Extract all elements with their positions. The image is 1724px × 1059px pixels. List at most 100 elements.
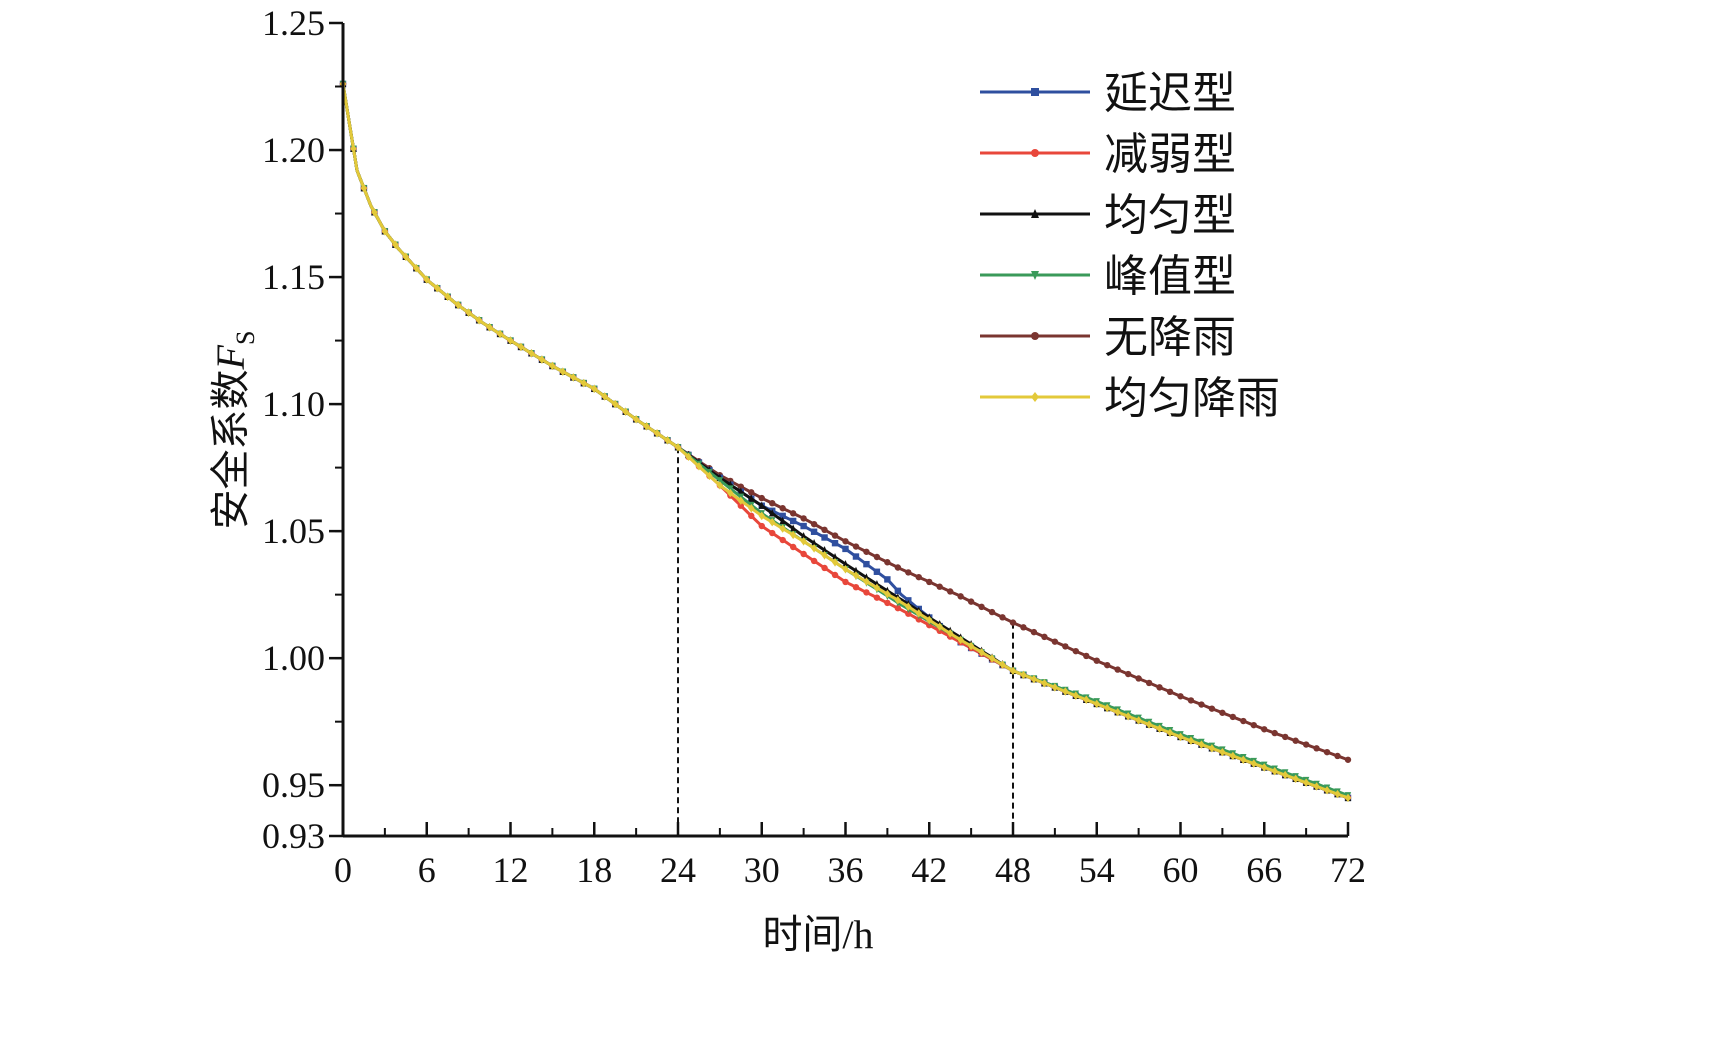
data-point xyxy=(863,573,870,581)
data-point xyxy=(1072,691,1080,700)
legend-item: 无降雨 xyxy=(980,313,1236,362)
data-point xyxy=(434,283,441,293)
data-point xyxy=(800,550,807,558)
data-point xyxy=(622,407,629,416)
data-point xyxy=(1240,755,1247,764)
data-point xyxy=(789,510,797,517)
legend-label: 峰值型 xyxy=(1104,252,1236,301)
data-point xyxy=(402,252,410,261)
data-point xyxy=(779,516,786,525)
data-point xyxy=(371,208,378,217)
data-point xyxy=(769,529,776,537)
data-point xyxy=(1083,695,1090,704)
x-tick-label: 48 xyxy=(995,850,1031,890)
data-point xyxy=(884,559,891,566)
data-point xyxy=(842,565,849,574)
data-point xyxy=(852,553,860,560)
data-point xyxy=(831,552,839,561)
data-point xyxy=(1072,647,1080,655)
data-point xyxy=(873,583,881,593)
data-point xyxy=(507,336,514,345)
x-tick-label: 36 xyxy=(828,850,864,890)
data-point xyxy=(852,583,860,591)
data-point xyxy=(1334,789,1341,799)
data-point xyxy=(779,512,786,520)
data-point xyxy=(894,564,902,571)
data-point xyxy=(1323,786,1331,795)
x-tick-label: 0 xyxy=(334,850,352,890)
data-point xyxy=(1114,666,1121,673)
x-tick-label: 54 xyxy=(1079,850,1115,890)
data-point xyxy=(842,559,849,568)
data-point xyxy=(737,483,745,490)
data-point xyxy=(1240,717,1247,725)
series-均匀降雨 xyxy=(339,79,1352,803)
data-point xyxy=(559,367,567,376)
data-point xyxy=(789,524,797,532)
data-point xyxy=(769,509,776,517)
data-point xyxy=(957,635,964,645)
data-point xyxy=(413,263,420,273)
data-point xyxy=(769,518,776,527)
data-point xyxy=(842,545,849,553)
data-point xyxy=(1051,638,1059,645)
data-point xyxy=(748,512,755,520)
x-tick-label: 18 xyxy=(576,850,612,890)
y-tick-label: 1.25 xyxy=(262,3,325,43)
data-point xyxy=(1250,759,1257,768)
data-point xyxy=(1145,720,1153,729)
data-point xyxy=(779,524,786,533)
data-point xyxy=(1166,688,1174,696)
data-point xyxy=(643,422,650,431)
data-point xyxy=(1187,736,1195,745)
data-point xyxy=(674,443,682,452)
data-point xyxy=(800,537,807,546)
data-point xyxy=(664,436,671,445)
data-point xyxy=(632,415,640,424)
y-tick-label: 1.20 xyxy=(262,130,325,170)
series-峰值型 xyxy=(339,80,1352,800)
data-point xyxy=(936,622,943,631)
data-point xyxy=(1219,747,1226,757)
legend-marker xyxy=(1031,149,1039,157)
data-point xyxy=(789,517,797,525)
data-point xyxy=(1313,745,1320,752)
y-tick-label: 0.95 xyxy=(262,765,325,805)
data-point xyxy=(894,595,902,605)
data-point xyxy=(863,548,870,555)
data-point xyxy=(737,487,745,495)
data-point xyxy=(946,588,954,595)
data-point xyxy=(800,532,807,540)
x-tick-label: 12 xyxy=(493,850,529,890)
data-point xyxy=(1145,679,1153,687)
data-point xyxy=(884,599,891,607)
data-point xyxy=(810,528,818,535)
data-point xyxy=(821,564,828,572)
data-point xyxy=(748,489,755,496)
data-point xyxy=(863,589,870,596)
data-point xyxy=(1051,683,1059,692)
data-point xyxy=(884,576,891,583)
data-point xyxy=(810,557,818,565)
legend-item: 延迟型 xyxy=(980,69,1236,118)
data-point xyxy=(1344,793,1352,803)
data-point xyxy=(1198,740,1205,749)
data-point xyxy=(737,496,745,505)
data-point xyxy=(769,499,776,507)
data-point xyxy=(758,522,765,530)
data-point xyxy=(789,530,797,540)
legend-item: 减弱型 xyxy=(980,130,1236,179)
data-point xyxy=(685,452,692,462)
data-point xyxy=(779,505,786,512)
data-point xyxy=(1292,737,1299,744)
series-均匀型 xyxy=(339,79,1352,802)
data-point xyxy=(873,553,881,561)
data-point xyxy=(1313,782,1320,791)
data-point xyxy=(1281,770,1289,780)
data-point xyxy=(915,573,922,581)
data-point xyxy=(1292,774,1299,784)
data-point xyxy=(1229,751,1237,761)
data-point xyxy=(1302,741,1310,748)
data-point xyxy=(905,602,912,611)
